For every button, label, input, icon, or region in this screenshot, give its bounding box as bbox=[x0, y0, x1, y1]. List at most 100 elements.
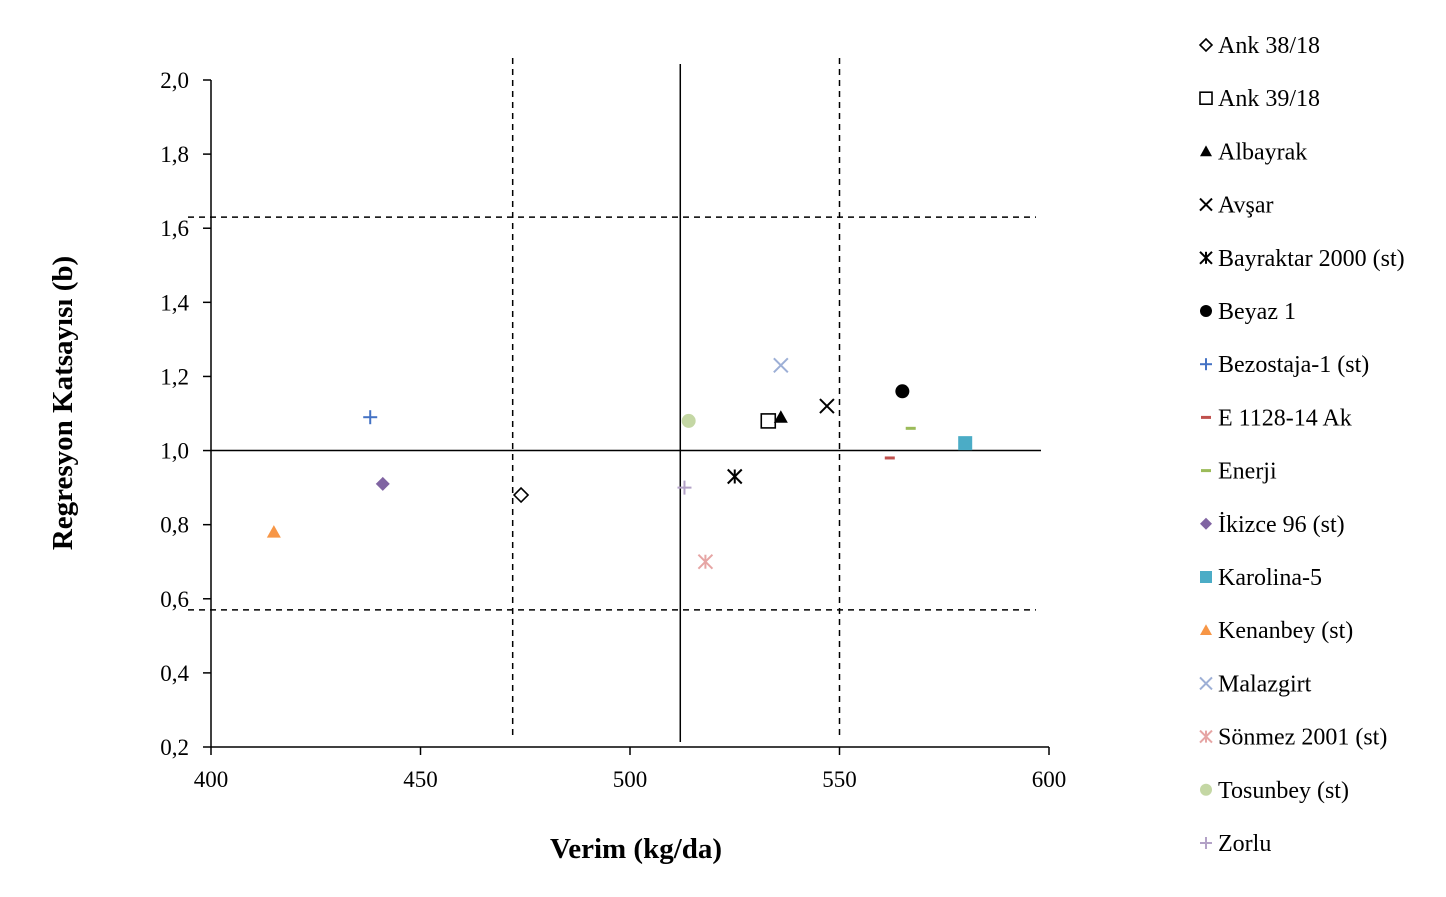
data-point-bayraktar-2000-st bbox=[727, 468, 743, 485]
data-point-avsar bbox=[819, 398, 835, 414]
legend-label: Zorlu bbox=[1218, 831, 1271, 857]
legend-label: Tosunbey (st) bbox=[1218, 778, 1349, 804]
marker-shape bbox=[1199, 91, 1213, 105]
marker-shape bbox=[895, 384, 910, 399]
marker-shape bbox=[760, 413, 777, 429]
y-tick-label: 1,0 bbox=[160, 439, 189, 464]
marker-stroke bbox=[1199, 197, 1213, 212]
data-points bbox=[266, 357, 973, 570]
data-point-kenanbey-st bbox=[266, 525, 281, 538]
legend-item-albayrak: Albayrak bbox=[1200, 139, 1307, 165]
marker-shape bbox=[681, 413, 696, 428]
y-tick-label: 0,8 bbox=[160, 513, 189, 538]
legend-label: Bayraktar 2000 (st) bbox=[1218, 246, 1405, 272]
data-point-ank-39-18 bbox=[760, 413, 777, 429]
marker-shape bbox=[958, 436, 973, 451]
y-tick-label: 1,2 bbox=[160, 364, 189, 389]
legend-marker bbox=[1198, 37, 1214, 53]
legend-item-ank-38-18: Ank 38/18 bbox=[1198, 33, 1320, 59]
data-point-malazgirt bbox=[773, 357, 789, 374]
legend-label: Albayrak bbox=[1218, 139, 1307, 165]
marker-shape bbox=[512, 486, 530, 504]
data-point-bezostaja-1-st bbox=[363, 410, 378, 425]
x-tick-label: 600 bbox=[1032, 767, 1067, 792]
marker-shape bbox=[1200, 145, 1212, 157]
marker-shape bbox=[1200, 783, 1212, 796]
legend-label: Avşar bbox=[1218, 193, 1274, 219]
marker-shape bbox=[1200, 571, 1212, 583]
legend-item-karolina-5: Karolina-5 bbox=[1200, 565, 1322, 591]
marker-stroke bbox=[1199, 676, 1213, 691]
legend-item-bezostaja-1-st: Bezostaja-1 (st) bbox=[1200, 352, 1369, 378]
legend-item-ank-39-18: Ank 39/18 bbox=[1199, 86, 1320, 112]
x-axis-title: Verim (kg/da) bbox=[550, 833, 722, 865]
legend-label: İkizce 96 (st) bbox=[1218, 512, 1345, 538]
marker-stroke bbox=[773, 357, 789, 374]
legend-marker bbox=[1199, 729, 1213, 744]
legend-marker bbox=[1199, 676, 1213, 691]
y-tick-label: 1,6 bbox=[160, 216, 189, 241]
y-tick-label: 2,0 bbox=[160, 68, 189, 93]
marker-stroke bbox=[819, 398, 835, 414]
legend-marker bbox=[1200, 624, 1212, 635]
marker-shape bbox=[1198, 37, 1214, 53]
y-tick-label: 1,4 bbox=[160, 290, 189, 315]
legend-label: Karolina-5 bbox=[1218, 565, 1322, 591]
legend-item-e-1128-14-ak: E 1128-14 Ak bbox=[1201, 405, 1352, 431]
legend-marker bbox=[1200, 837, 1212, 849]
legend-marker bbox=[1199, 197, 1213, 212]
axes: 0,2 0,4 0,6 0,8 1,0 1,2 1,4 1,6 1,8 2,0 400 450 500 5… bbox=[160, 68, 1066, 792]
legend-item-sonmez-2001-st: Sönmez 2001 (st) bbox=[1199, 725, 1387, 751]
x-tick-label: 400 bbox=[194, 767, 229, 792]
legend-marker bbox=[1200, 571, 1212, 583]
data-point-beyaz-1 bbox=[895, 384, 910, 399]
legend-item-enerji: Enerji bbox=[1201, 459, 1277, 485]
legend-marker bbox=[1199, 91, 1213, 105]
legend-marker bbox=[1200, 517, 1212, 530]
y-tick-label: 0,2 bbox=[160, 735, 189, 760]
data-point-ank-38-18 bbox=[512, 486, 530, 504]
marker-shape bbox=[266, 525, 281, 538]
x-tick-label: 550 bbox=[822, 767, 857, 792]
legend-marker bbox=[1199, 251, 1213, 265]
legend-item-zorlu: Zorlu bbox=[1200, 831, 1271, 857]
legend-label: E 1128-14 Ak bbox=[1218, 405, 1352, 431]
y-axis-title: Regresyon Katsayısı (b) bbox=[47, 256, 79, 550]
data-point-sonmez-2001-st bbox=[697, 554, 714, 570]
legend-item-malazgirt: Malazgirt bbox=[1199, 671, 1312, 697]
data-point-zorlu bbox=[677, 480, 692, 495]
legend-label: Sönmez 2001 (st) bbox=[1218, 725, 1387, 751]
legend-marker bbox=[1200, 145, 1212, 157]
legend-label: Ank 38/18 bbox=[1218, 33, 1320, 59]
data-point-ikizce-96-st bbox=[375, 476, 390, 491]
legend-marker bbox=[1200, 783, 1212, 796]
legend-item-avsar: Avşar bbox=[1199, 193, 1274, 219]
legend-item-beyaz-1: Beyaz 1 bbox=[1200, 299, 1296, 325]
reference-lines bbox=[188, 58, 1041, 742]
data-point-albayrak bbox=[773, 410, 788, 423]
legend-item-ikizce-96-st: İkizce 96 (st) bbox=[1200, 512, 1345, 538]
legend-label: Kenanbey (st) bbox=[1218, 618, 1353, 644]
x-tick-label: 500 bbox=[613, 767, 648, 792]
marker-shape bbox=[1200, 624, 1212, 635]
legend-marker bbox=[1200, 358, 1212, 371]
legend-marker bbox=[1200, 305, 1212, 317]
legend-item-tosunbey-st: Tosunbey (st) bbox=[1200, 778, 1349, 804]
legend: Ank 38/18 Ank 39/18 Albayrak Avşar Bayraktar… bbox=[1198, 33, 1405, 857]
legend-item-kenanbey-st: Kenanbey (st) bbox=[1200, 618, 1353, 644]
x-tick-label: 450 bbox=[403, 767, 438, 792]
legend-label: Malazgirt bbox=[1218, 671, 1312, 697]
legend-label: Bezostaja-1 (st) bbox=[1218, 352, 1369, 378]
marker-shape bbox=[1200, 305, 1212, 317]
y-tick-label: 0,6 bbox=[160, 587, 189, 612]
legend-label: Beyaz 1 bbox=[1218, 299, 1296, 325]
legend-label: Ank 39/18 bbox=[1218, 86, 1320, 112]
y-tick-label: 1,8 bbox=[160, 142, 189, 167]
data-point-tosunbey-st bbox=[681, 413, 696, 428]
marker-shape bbox=[375, 476, 390, 491]
marker-shape bbox=[773, 410, 788, 423]
marker-shape bbox=[1200, 517, 1212, 530]
data-point-karolina-5 bbox=[958, 436, 973, 451]
y-tick-label: 0,4 bbox=[160, 661, 189, 686]
